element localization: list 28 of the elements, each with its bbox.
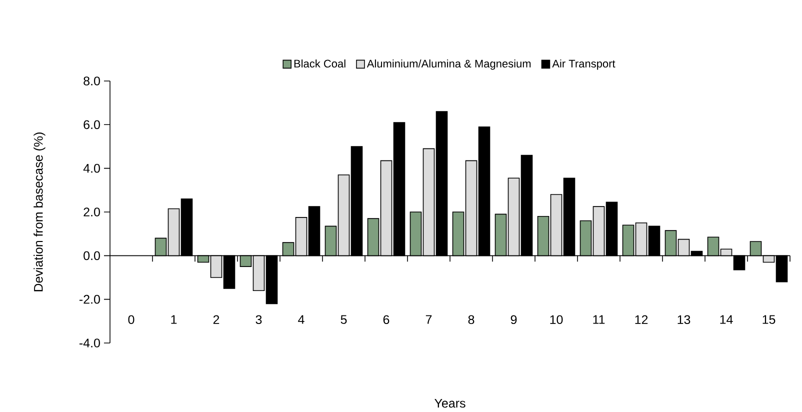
y-tick-label: 6.0 bbox=[84, 120, 100, 130]
y-tick-label: 8.0 bbox=[84, 76, 100, 86]
x-tick-label: 0 bbox=[128, 315, 134, 324]
x-tick-label: 2 bbox=[213, 315, 220, 324]
x-tick-label: 13 bbox=[678, 315, 690, 324]
y-tick-label: 0.0 bbox=[84, 251, 100, 260]
x-axis-title: Years bbox=[434, 398, 466, 408]
x-tick-label: 14 bbox=[720, 315, 733, 324]
x-tick-label: 15 bbox=[762, 315, 776, 324]
x-tick-label: 1 bbox=[171, 315, 177, 324]
legend-label: Aluminium/Alumina & Magnesium bbox=[366, 59, 531, 70]
x-tick-label: 11 bbox=[593, 315, 605, 324]
x-tick-label: 7 bbox=[426, 315, 432, 324]
x-tick-label: 6 bbox=[383, 315, 390, 324]
x-tick-label: 4 bbox=[298, 315, 304, 324]
y-tick-label: -2.0 bbox=[79, 294, 100, 304]
y-tick-label: -4.0 bbox=[79, 338, 100, 348]
x-tick-label: 10 bbox=[550, 315, 563, 324]
x-tick-label: 3 bbox=[256, 315, 262, 324]
x-tick-label: 5 bbox=[340, 315, 347, 324]
y-axis-title: Deviation from basecase (%) bbox=[34, 132, 46, 292]
x-tick-label: 12 bbox=[635, 315, 648, 324]
x-tick-label: 8 bbox=[468, 315, 474, 324]
legend-label: Black Coal bbox=[294, 59, 346, 68]
y-tick-label: 4.0 bbox=[83, 164, 100, 173]
x-tick-label: 9 bbox=[510, 315, 517, 324]
legend-label: Air Transport bbox=[552, 59, 616, 70]
y-tick-label: 2.0 bbox=[84, 208, 100, 216]
